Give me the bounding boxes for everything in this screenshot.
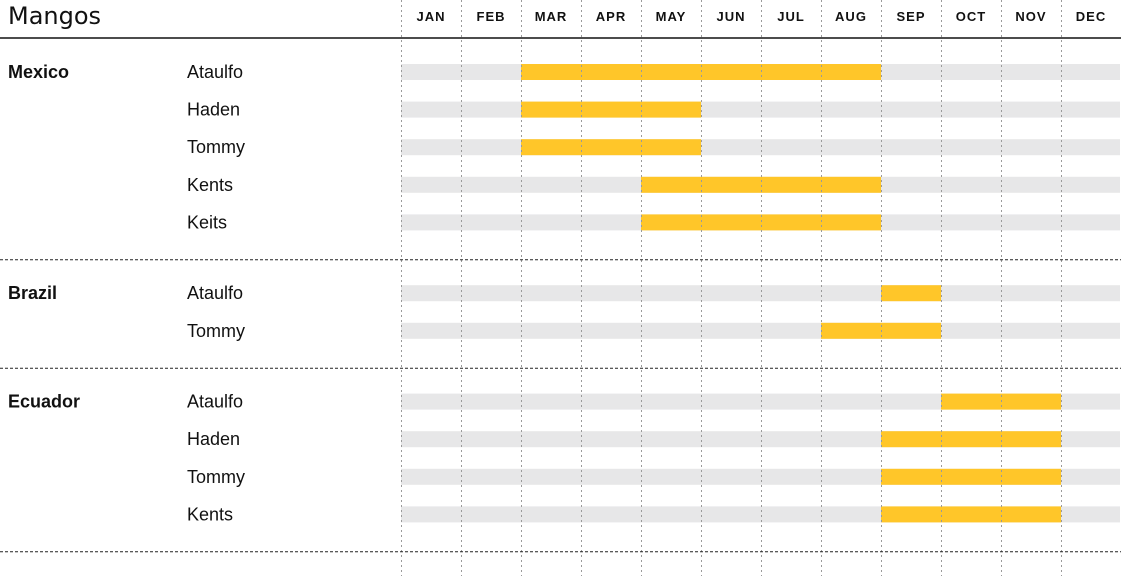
variety-label-mexico-tommy: Tommy xyxy=(187,137,245,157)
variety-label-ecuador-haden: Haden xyxy=(187,429,240,449)
month-label-jul: JUL xyxy=(777,9,805,24)
variety-label-mexico-haden: Haden xyxy=(187,100,240,120)
season-bar-brazil-ataulfo-0 xyxy=(881,285,941,302)
track-layer xyxy=(401,64,1120,523)
variety-label-brazil-ataulfo: Ataulfo xyxy=(187,283,243,303)
country-label-mexico: Mexico xyxy=(8,62,69,82)
variety-label-ecuador-tommy: Tommy xyxy=(187,467,245,487)
variety-label-mexico-ataulfo: Ataulfo xyxy=(187,62,243,82)
season-bar-ecuador-kents-0 xyxy=(881,506,1061,523)
month-label-jan: JAN xyxy=(416,9,445,24)
month-label-dec: DEC xyxy=(1076,9,1106,24)
group-separators xyxy=(0,259,1121,553)
variety-label-mexico-keits: Keits xyxy=(187,212,227,232)
track-brazil-tommy xyxy=(401,322,1120,339)
month-gridlines xyxy=(401,0,1062,576)
country-label-ecuador: Ecuador xyxy=(8,392,80,412)
variety-label-ecuador-ataulfo: Ataulfo xyxy=(187,392,243,412)
row-labels: Mexico Ataulfo Haden Tommy Kents Keits Brazil A… xyxy=(8,62,245,576)
month-label-apr: APR xyxy=(596,9,626,24)
season-bar-mexico-haden-0 xyxy=(521,101,701,118)
variety-label-ecuador-kents: Kents xyxy=(187,504,233,524)
month-label-may: MAY xyxy=(656,9,687,24)
variety-label-brazil-tommy: Tommy xyxy=(187,321,245,341)
track-mexico-haden xyxy=(401,101,1120,118)
month-label-sep: SEP xyxy=(896,9,925,24)
country-label-brazil: Brazil xyxy=(8,283,57,303)
month-label-mar: MAR xyxy=(535,9,568,24)
month-label-feb: FEB xyxy=(477,9,506,24)
month-labels: JAN FEB MAR APR MAY JUN JUL AUG SEP OCT NOV DEC xyxy=(416,9,1106,24)
month-label-jun: JUN xyxy=(716,9,745,24)
variety-label-mexico-kents: Kents xyxy=(187,175,233,195)
track-ecuador-ataulfo xyxy=(401,393,1120,410)
track-brazil-ataulfo xyxy=(401,285,1120,302)
season-bar-ecuador-tommy-0 xyxy=(881,468,1061,485)
month-label-nov: NOV xyxy=(1015,9,1046,24)
month-label-oct: OCT xyxy=(956,9,986,24)
season-bar-mexico-tommy-0 xyxy=(521,139,701,156)
track-mexico-tommy xyxy=(401,139,1120,156)
month-label-aug: AUG xyxy=(835,9,867,24)
season-bar-ecuador-haden-0 xyxy=(881,431,1061,448)
chart-title: Mangos xyxy=(8,2,101,30)
